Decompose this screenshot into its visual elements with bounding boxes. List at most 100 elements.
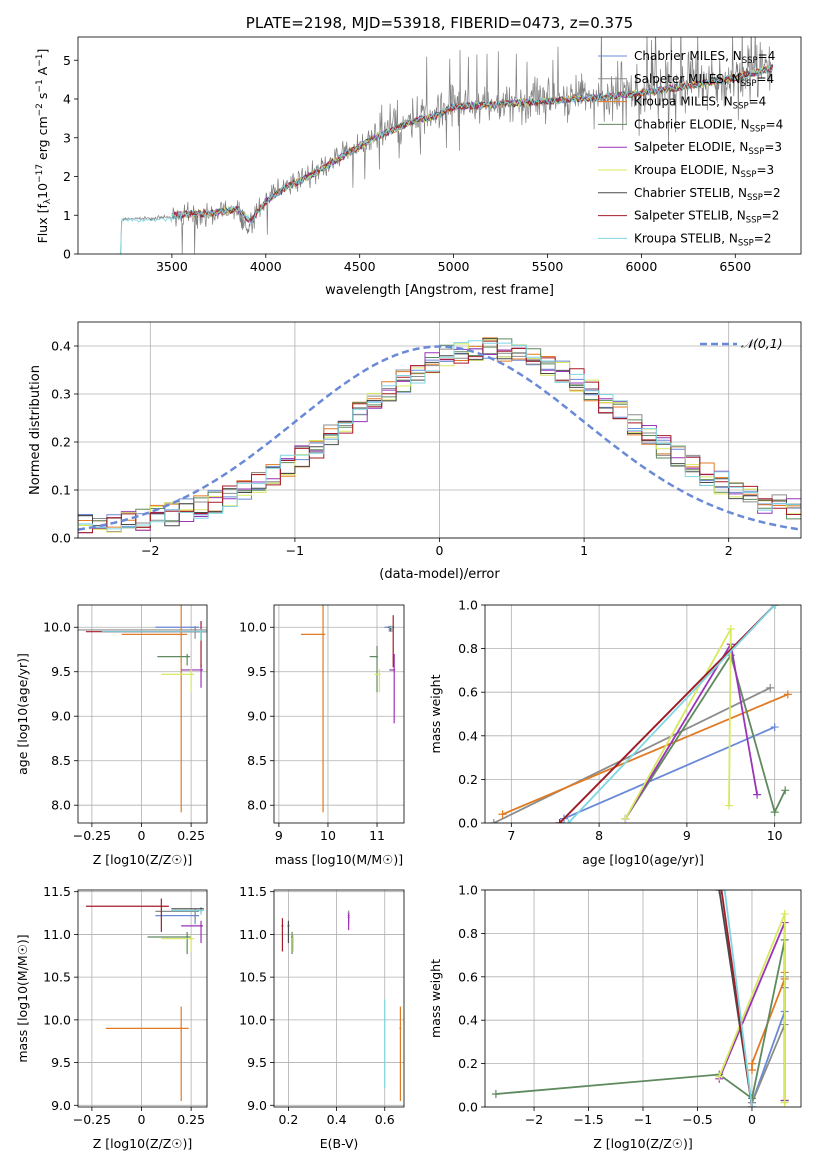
legend-entry: Kroupa MILES, NSSP=4: [634, 95, 766, 112]
y-tick-label: 0.2: [458, 1056, 478, 1071]
x-tick-label: 2: [725, 543, 733, 558]
x-axis-label: Z [log10(Z/Z☉)]: [93, 1136, 193, 1151]
plus-marker: [766, 683, 775, 692]
x-axis-label: Z [log10(Z/Z☉)]: [593, 1136, 693, 1151]
model-line-salpeter-stelib: [171, 66, 773, 222]
y-tick-label: 1.0: [458, 598, 478, 613]
plot-area: [281, 910, 402, 1102]
y-axis-label: age [log10(age/yr)]: [15, 653, 30, 775]
x-tick-label: 10: [320, 828, 336, 843]
normal-curve-line: [78, 345, 801, 531]
plus-marker: [489, 819, 498, 823]
y-tick-label: 9.5: [51, 664, 71, 679]
data-point: [378, 673, 381, 676]
chart-mass-vs-EBV: 0.2 0.4 0.6 9.0 9.5 10.0 10.5 11.0 11.5: [239, 884, 405, 1127]
plus-marker: [555, 819, 564, 823]
y-tick-label: 0.4: [458, 728, 478, 743]
chart-age-vs-Z: −0.25 0 0.25 8.0 8.5 9.0 9.5 10.0: [43, 604, 208, 843]
plus-marker: [783, 690, 792, 699]
x-tick-label: −1: [286, 543, 304, 558]
y-tick-label: 9.5: [51, 1055, 71, 1070]
plus-marker: [781, 786, 790, 795]
data-point: [291, 935, 294, 938]
y-tick-label: 0: [63, 247, 71, 262]
weight-line-4: [624, 641, 758, 820]
legend-entry: Salpeter STELIB, NSSP=2: [634, 209, 779, 226]
x-tick-label: 0.25: [177, 828, 205, 843]
x-tick-label: 0: [748, 1112, 756, 1127]
axes-frame: [273, 604, 405, 824]
plot-area: [117, 37, 774, 254]
y-tick-label: 0.8: [458, 641, 478, 656]
x-axis-label: E(B-V): [320, 1136, 359, 1151]
x-tick-label: 8: [595, 828, 603, 843]
data-point: [186, 655, 189, 658]
x-tick-label: 6500: [719, 259, 751, 274]
plus-marker: [715, 890, 724, 894]
data-point: [200, 630, 203, 633]
data-point: [200, 909, 203, 912]
y-tick-label: 10.5: [43, 970, 71, 985]
legend-entry: Salpeter MILES, NSSP=4: [634, 72, 774, 89]
y-tick-label: 0.3: [51, 387, 71, 402]
data-point: [200, 668, 203, 671]
data-point: [393, 668, 396, 671]
y-tick-label: 0.0: [51, 531, 71, 546]
y-axis-label: mass weight: [428, 959, 443, 1038]
plus-marker: [770, 605, 779, 609]
x-axis-label: (data-model)/error: [379, 567, 500, 582]
data-point: [190, 673, 193, 676]
y-tick-label: 4: [63, 92, 71, 107]
legend-entry: Chabrier STELIB, NSSP=2: [634, 186, 781, 203]
weight-line-8: [567, 605, 776, 823]
plus-marker: [720, 890, 729, 894]
x-tick-label: 5500: [532, 259, 564, 274]
data-point: [281, 924, 284, 927]
model-line-kroupa-stelib: [117, 64, 773, 254]
y-tick-label: 8.0: [51, 798, 71, 813]
data-point: [194, 628, 197, 631]
model-line-salpeter-elodie: [171, 64, 774, 225]
chart-spectrum: 3500 4000 4500 5000 5500 6000 6500 0 1 2 3 4 5: [63, 36, 802, 274]
chart-age-vs-mass: 9 10 11 8.0 8.5 9.0 9.5 10.0: [239, 604, 405, 843]
x-tick-label: 0.4: [327, 1112, 347, 1127]
data-point: [390, 626, 393, 629]
plot-area: [491, 890, 789, 1107]
x-tick-label: 0.6: [375, 1112, 395, 1127]
data-point: [180, 1027, 183, 1030]
plus-marker: [747, 1103, 756, 1107]
y-tick-label: 0.4: [458, 1013, 478, 1028]
data-point: [383, 1018, 386, 1021]
y-tick-label: 0.2: [51, 435, 71, 450]
y-tick-label: 9.5: [247, 664, 267, 679]
axes-frame: [77, 889, 208, 1108]
legend-entry: Salpeter ELODIE, NSSP=3: [634, 140, 782, 157]
legend-entry: Chabrier ELODIE, NSSP=4: [634, 117, 783, 134]
weight-line-1: [751, 976, 786, 1104]
y-tick-label: 11.5: [239, 884, 267, 899]
x-tick-label: −0.25: [73, 1112, 111, 1127]
chart-mass-weight-vs-age: 7 8 9 10 0.0 0.2 0.4 0.6 0.8 1.0: [458, 598, 802, 843]
y-axis-label: Normed distribution: [28, 365, 43, 495]
legend-entry: Kroupa ELODIE, NSSP=3: [634, 163, 774, 180]
chart-residuals: −2 −1 0 1 2 0.0 0.1 0.2 0.3 0.4: [51, 321, 802, 558]
y-tick-label: 0.8: [458, 926, 478, 941]
x-tick-label: −1: [634, 1112, 652, 1127]
x-tick-label: 1: [580, 543, 588, 558]
y-tick-label: 11.5: [43, 884, 71, 899]
x-axis-label: wavelength [Angstrom, rest frame]: [325, 283, 554, 298]
y-tick-label: 8.0: [247, 798, 267, 813]
data-point: [392, 626, 395, 629]
x-tick-label: 0: [138, 828, 146, 843]
x-tick-label: 4000: [250, 259, 282, 274]
weight-line-8: [723, 890, 753, 1107]
y-tick-label: 2: [63, 169, 71, 184]
weight-line-3: [624, 652, 787, 820]
axes-frame: [77, 36, 802, 255]
y-tick-label: 1: [63, 208, 71, 223]
data-point: [287, 924, 290, 927]
plot-area: [489, 605, 792, 823]
y-tick-label: 9.0: [247, 1098, 267, 1113]
x-axis-label: Z [log10(Z/Z☉)]: [93, 852, 193, 867]
plus-marker: [491, 1089, 500, 1098]
